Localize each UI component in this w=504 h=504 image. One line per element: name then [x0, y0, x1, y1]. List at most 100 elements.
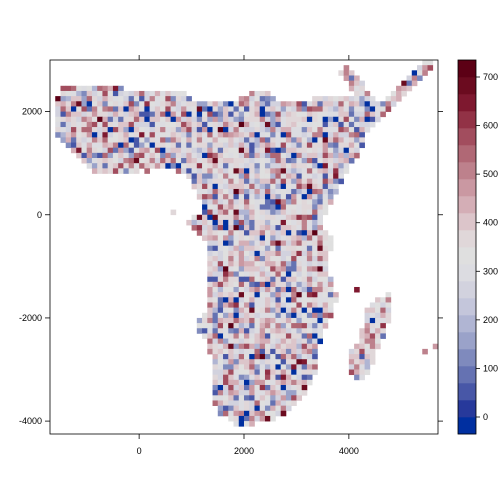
heatmap-cell: [354, 369, 360, 376]
heatmap-cell: [306, 158, 313, 164]
heatmap-cell: [76, 85, 82, 92]
heatmap-cell: [233, 421, 240, 427]
heatmap-cell: [181, 158, 187, 164]
heatmap-cell: [244, 214, 250, 221]
heatmap-cell: [249, 90, 255, 97]
heatmap-cell: [128, 111, 135, 118]
heatmap-cell: [86, 147, 93, 154]
heatmap-cell: [333, 111, 339, 118]
heatmap-cell: [259, 209, 266, 216]
heatmap-cell: [359, 80, 365, 87]
heatmap-cell: [364, 359, 371, 365]
heatmap-cell: [70, 101, 77, 107]
heatmap-cell: [249, 178, 255, 185]
heatmap-cell: [86, 163, 93, 169]
heatmap-cell: [160, 163, 166, 169]
heatmap-cell: [181, 101, 187, 107]
heatmap-cell: [233, 163, 240, 169]
heatmap-cell: [212, 132, 219, 138]
heatmap-cell: [301, 127, 308, 133]
heatmap-cell: [280, 390, 287, 396]
heatmap-cell: [322, 286, 329, 293]
heatmap-cell: [254, 163, 261, 169]
heatmap-cell: [317, 266, 323, 272]
heatmap-cell: [238, 343, 245, 350]
heatmap-cell: [186, 111, 192, 118]
heatmap-cell: [296, 312, 303, 319]
heatmap-cell: [296, 281, 303, 288]
heatmap-cell: [301, 121, 308, 128]
heatmap-cell: [317, 328, 323, 334]
colorbar-swatch: [458, 111, 476, 129]
heatmap-cell: [364, 111, 371, 118]
heatmap-cell: [97, 158, 103, 164]
heatmap-cell: [165, 111, 171, 118]
heatmap-cell: [333, 183, 339, 190]
heatmap-cell: [291, 281, 297, 288]
heatmap-cell: [170, 209, 177, 216]
heatmap-cell: [327, 121, 334, 128]
heatmap-cell: [217, 204, 224, 210]
heatmap-cell: [280, 384, 287, 391]
heatmap-cell: [196, 116, 203, 123]
heatmap-cell: [270, 395, 276, 401]
heatmap-cell: [233, 235, 240, 241]
heatmap-cell: [238, 286, 245, 293]
heatmap-cell: [259, 188, 266, 195]
heatmap-cell: [70, 132, 77, 138]
heatmap-cell: [259, 276, 266, 283]
heatmap-cell: [354, 116, 360, 123]
heatmap-cell: [301, 379, 308, 386]
heatmap-cell: [144, 121, 150, 128]
heatmap-cell: [154, 152, 161, 159]
heatmap-cell: [285, 230, 292, 236]
heatmap-cell: [348, 111, 355, 118]
heatmap-cell: [285, 127, 292, 133]
heatmap-cell: [396, 85, 402, 92]
heatmap-cell: [212, 379, 219, 386]
heatmap-cell: [133, 158, 140, 164]
heatmap-cell: [154, 147, 161, 154]
heatmap-cell: [238, 96, 245, 102]
heatmap-cell: [149, 147, 156, 154]
heatmap-cell: [285, 343, 292, 350]
heatmap-cell: [359, 374, 365, 381]
heatmap-cell: [233, 188, 240, 195]
heatmap-cell: [322, 152, 329, 159]
heatmap-cell: [223, 338, 229, 345]
heatmap-cell: [296, 142, 303, 149]
heatmap-cell: [280, 158, 287, 164]
heatmap-cell: [317, 276, 323, 283]
colorbar-tick-label: 100: [483, 363, 498, 373]
heatmap-cell: [354, 75, 360, 81]
heatmap-cell: [291, 312, 297, 319]
heatmap-cell: [223, 225, 229, 231]
heatmap-cell: [212, 359, 219, 365]
heatmap-cell: [296, 276, 303, 283]
heatmap-cell: [244, 297, 250, 303]
heatmap-cell: [264, 116, 271, 123]
heatmap-cell: [102, 137, 109, 143]
heatmap-cell: [118, 158, 124, 164]
heatmap-cell: [280, 281, 287, 288]
heatmap-cell: [212, 214, 219, 221]
heatmap-cell: [154, 158, 161, 164]
heatmap-cell: [207, 147, 213, 154]
heatmap-cell: [369, 333, 376, 339]
heatmap-cell: [175, 101, 182, 107]
heatmap-cell: [275, 276, 282, 283]
heatmap-cell: [280, 225, 287, 231]
heatmap-cell: [202, 225, 208, 231]
heatmap-cell: [317, 178, 323, 185]
heatmap-cell: [249, 354, 255, 360]
heatmap-cell: [322, 111, 329, 118]
heatmap-cell: [312, 209, 318, 216]
heatmap-cell: [327, 281, 334, 288]
heatmap-cell: [312, 286, 318, 293]
heatmap-cell: [306, 312, 313, 319]
heatmap-cell: [259, 256, 266, 262]
heatmap-cell: [285, 209, 292, 216]
heatmap-cell: [212, 240, 219, 247]
heatmap-cell: [359, 333, 365, 339]
heatmap-cell: [149, 137, 156, 143]
